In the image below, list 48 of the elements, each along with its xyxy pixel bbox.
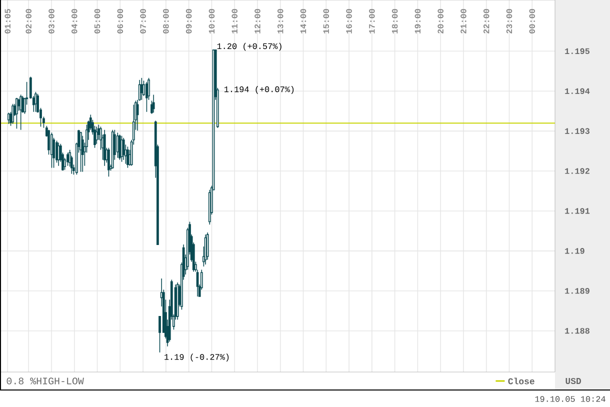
x-tick-label: 10:00 <box>208 9 215 34</box>
y-tick-label: 1.195 <box>565 48 590 54</box>
x-tick-label: 06:00 <box>117 9 124 34</box>
candlestick <box>16 98 18 130</box>
candlestick <box>80 131 82 172</box>
y-tick-label: 1.188 <box>565 328 590 334</box>
x-tick-label: 02:00 <box>26 9 32 34</box>
x-tick-label: 08:00 <box>163 9 169 34</box>
annotation: 1.19 (-0.27%) <box>164 354 229 362</box>
y-tick-label: 1.191 <box>565 208 590 214</box>
x-tick-label: 12:00 <box>254 9 260 34</box>
candlestick <box>95 126 98 144</box>
x-tick-label: 20:00 <box>438 9 444 34</box>
candlestick <box>206 232 209 260</box>
x-tick-label: 05:00 <box>94 9 100 34</box>
x-tick-label: 07:00 <box>140 9 146 34</box>
x-tick-label: 18:00 <box>392 9 398 34</box>
candlestick <box>152 94 155 114</box>
annotation: 1.20 (+0.57%) <box>217 42 282 51</box>
x-tick-label: 22:00 <box>483 9 490 34</box>
x-tick-label: 13:00 <box>277 9 284 34</box>
x-tick-label: 03:00 <box>48 9 54 34</box>
candlestick <box>142 80 145 96</box>
y-tick-label: 1.189 <box>565 288 590 294</box>
x-tick-label: 11:00 <box>232 9 238 34</box>
text: 0.8 %HIGH-LOW <box>6 378 84 384</box>
candlestick <box>12 103 14 124</box>
x-tick-label: 01:05 <box>4 8 11 34</box>
y-tick-label: 1.192 <box>565 168 590 174</box>
x-tick-label: 23:00 <box>506 9 512 34</box>
x-tick-label: 17:00 <box>369 9 375 34</box>
y-axis-title: USD <box>566 378 581 384</box>
text: 19.10.05 10:24 <box>535 396 606 402</box>
x-tick-label: 15:00 <box>323 9 330 34</box>
y-tick-label: 1.193 <box>565 128 590 134</box>
x-tick-label: 16:00 <box>346 9 352 34</box>
y-tick-label: 1.194 <box>565 88 590 94</box>
x-tick-label: 04:00 <box>72 9 78 34</box>
y-tick-label: 1.19 <box>565 248 584 254</box>
legend-label: Close <box>508 378 534 384</box>
x-tick-label: 00:00 <box>529 9 535 34</box>
x-tick-label: 09:00 <box>186 9 192 34</box>
candlestick <box>34 92 37 112</box>
x-tick-label: 21:00 <box>460 9 466 34</box>
annotation: 1.194 (+0.07%) <box>224 86 294 94</box>
x-tick-label: 14:00 <box>300 9 306 34</box>
candlestick <box>122 137 125 160</box>
x-tick-label: 19:00 <box>414 9 421 34</box>
